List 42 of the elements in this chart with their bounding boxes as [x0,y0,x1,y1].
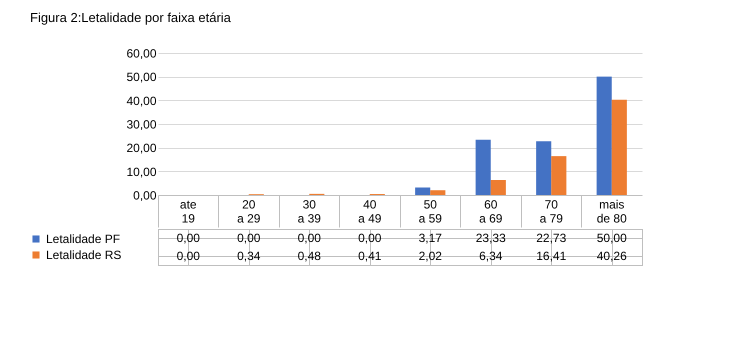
y-tick-label: 50,00 [126,70,157,84]
bar [612,100,627,195]
data-label: 50,00 [596,231,628,245]
y-tick-label: 40,00 [126,94,157,108]
legend-label: Letalidade PF [46,232,120,246]
data-label: 0,34 [237,249,261,263]
y-tick-label: 0,00 [133,188,157,202]
data-label: 22,73 [536,231,567,245]
data-label: 23,33 [476,231,506,245]
chart-title: Figura 2:Letalidade por faixa etária [30,10,232,25]
y-tick-label: 60,00 [126,46,157,60]
y-tick-label: 30,00 [126,118,157,132]
data-label: 2,02 [418,249,442,263]
bar [415,188,430,195]
data-label: 0,41 [358,249,382,263]
data-label: 0,00 [176,249,200,263]
x-tick-label: 40 a 49 [358,198,382,226]
data-label: 0,00 [237,231,261,245]
bar [490,180,506,195]
x-tick-label: 70 a 79 [540,198,564,226]
x-tick-label: ate 19 [180,198,197,226]
bar [536,141,552,195]
data-label: 0,48 [298,249,322,263]
x-tick-label: mais de 80 [596,198,628,226]
y-tick-label: 10,00 [126,164,157,179]
data-label: 40,26 [596,249,628,263]
data-label: 0,00 [298,231,322,245]
bar [476,140,491,195]
legend-label: Letalidade RS [46,248,122,262]
data-label: 6,34 [479,249,503,263]
data-label: 3,17 [418,231,442,245]
y-tick-label: 20,00 [126,141,157,156]
x-tick-label: 50 a 59 [418,198,442,226]
x-tick-label: 30 a 39 [298,198,322,226]
bar [551,156,566,195]
data-label: 0,00 [176,231,200,245]
data-label: 16,41 [536,249,567,263]
x-tick-label: 20 a 29 [237,198,261,226]
bar [596,76,612,195]
bar [430,190,446,195]
x-tick-label: 60 a 69 [479,198,503,226]
data-label: 0,00 [358,231,382,245]
